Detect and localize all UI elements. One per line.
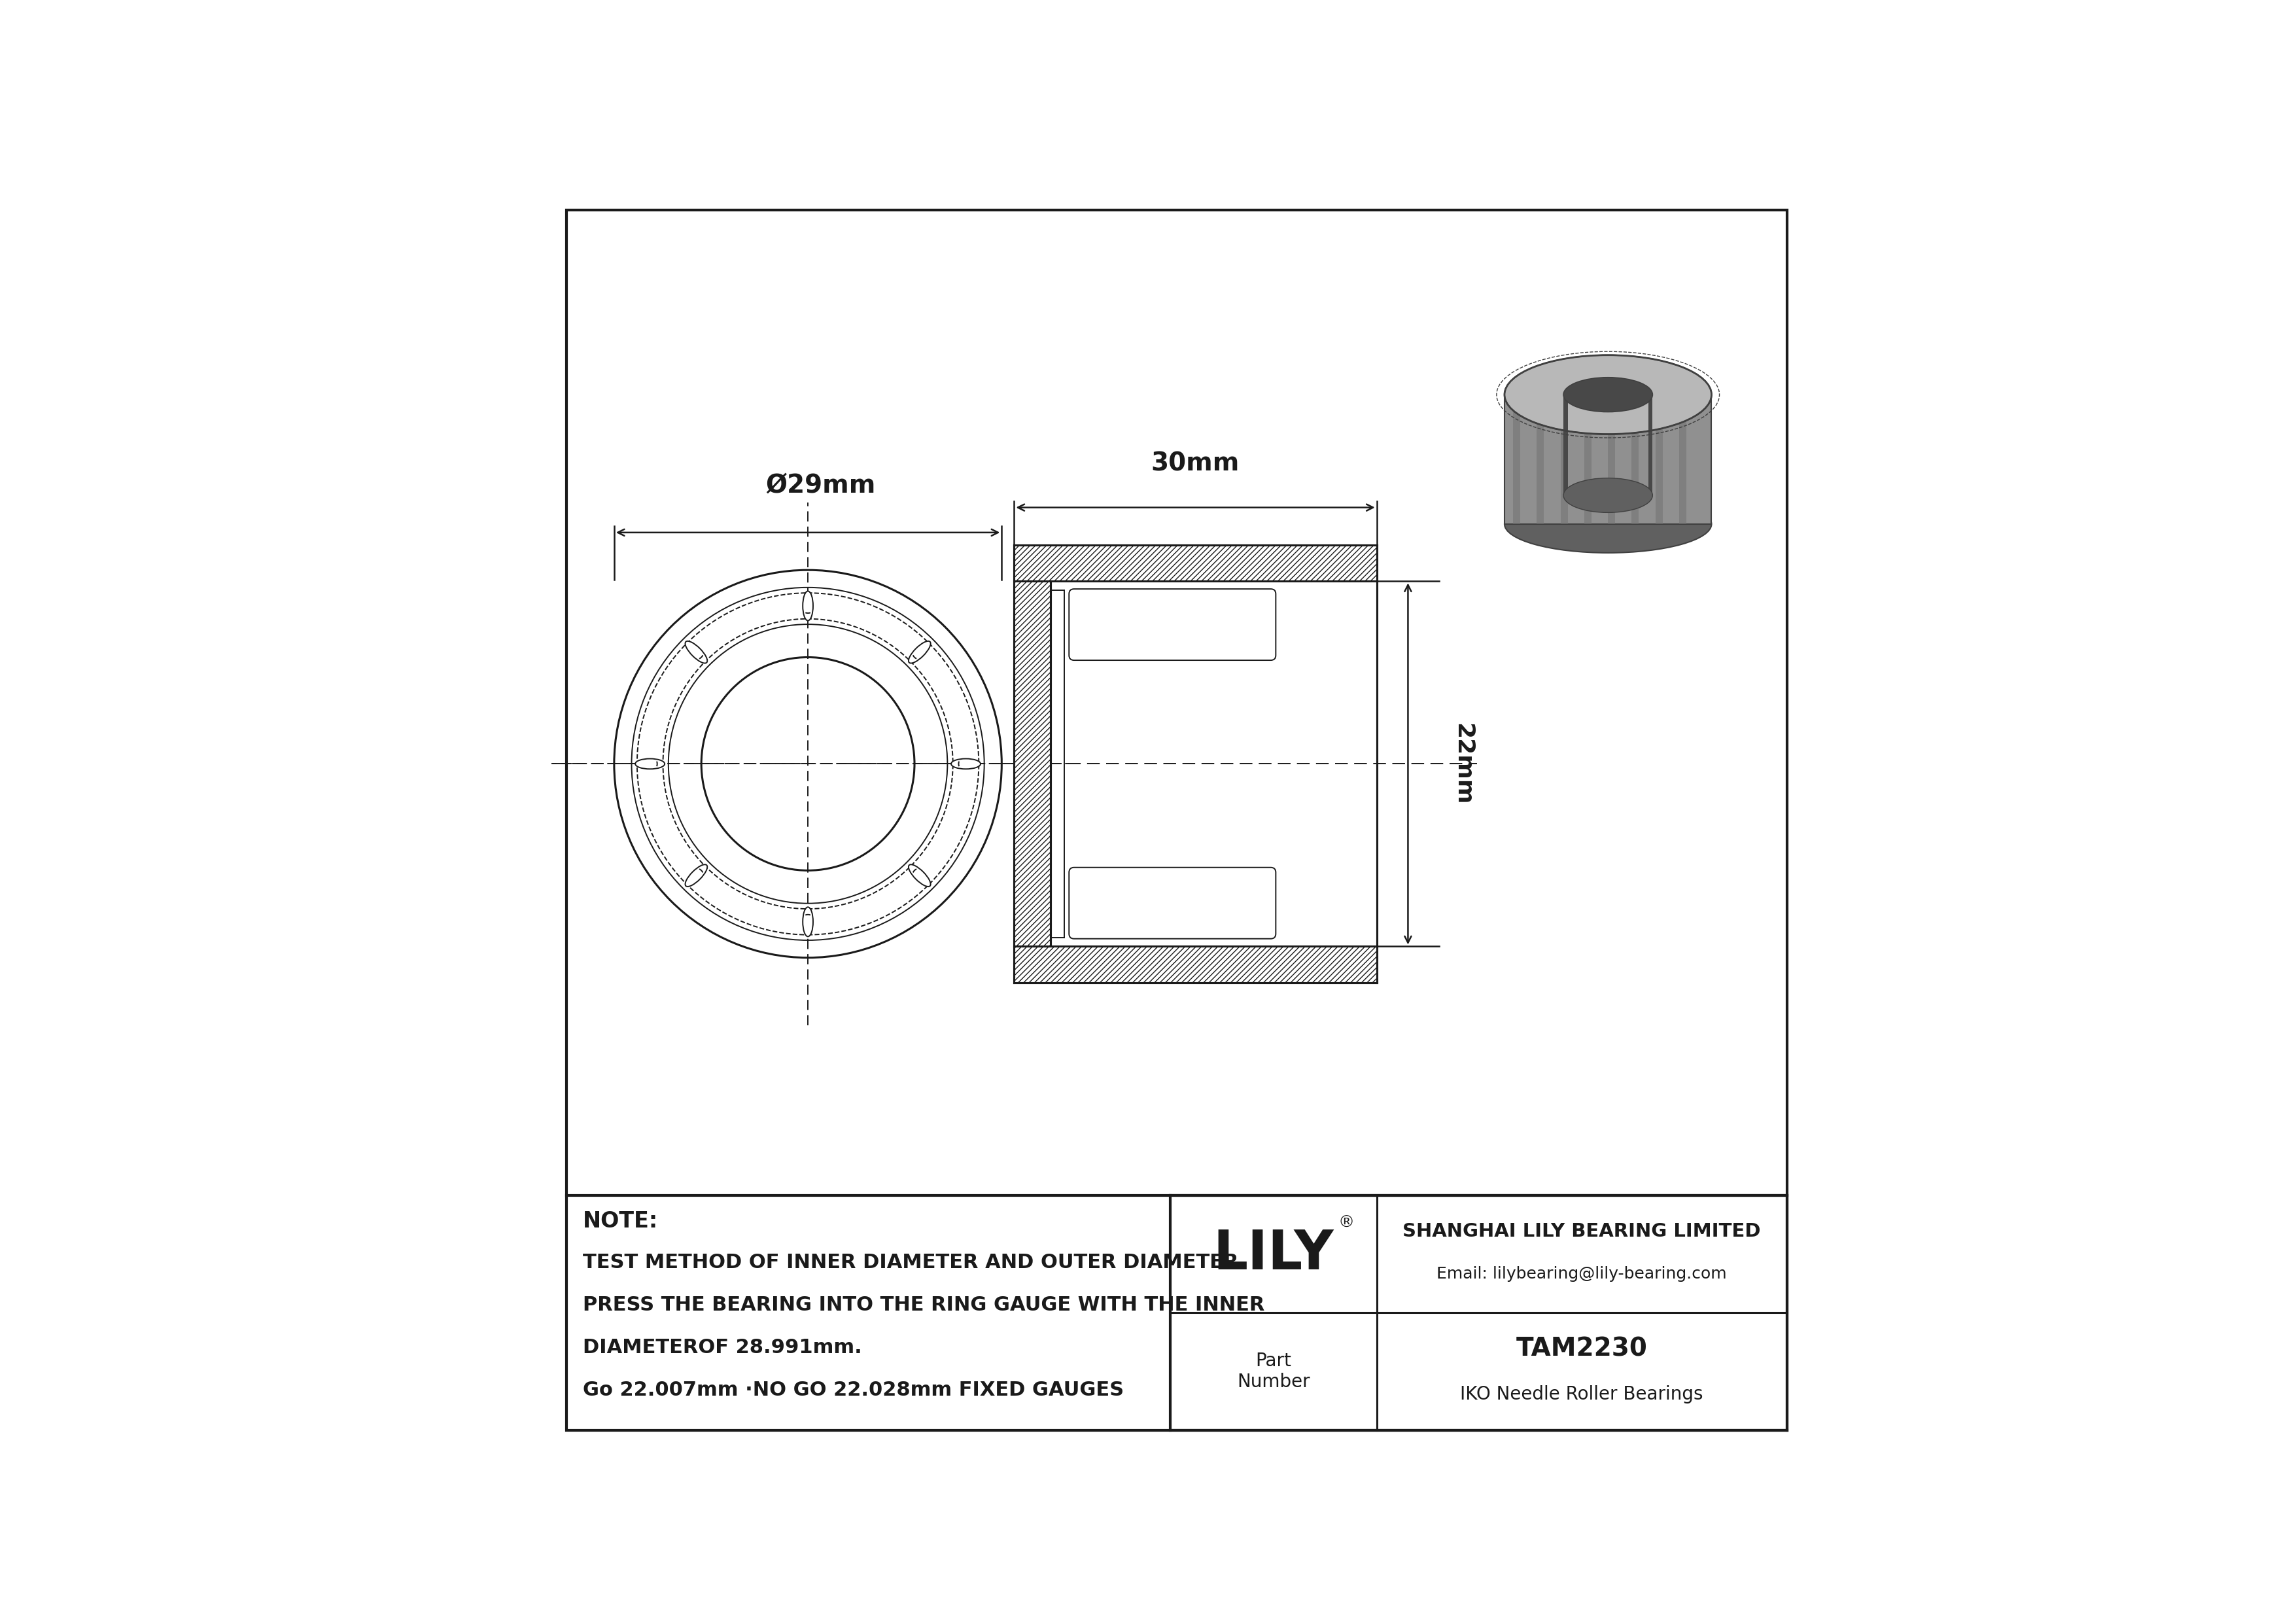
Ellipse shape xyxy=(636,758,666,770)
FancyBboxPatch shape xyxy=(1070,590,1277,661)
Ellipse shape xyxy=(951,758,980,770)
Text: LILY: LILY xyxy=(1212,1228,1334,1281)
Text: PRESS THE BEARING INTO THE RING GAUGE WITH THE INNER: PRESS THE BEARING INTO THE RING GAUGE WI… xyxy=(583,1296,1265,1314)
Text: 22mm: 22mm xyxy=(1451,723,1474,806)
Ellipse shape xyxy=(909,864,930,887)
Ellipse shape xyxy=(684,641,707,663)
Bar xyxy=(1015,546,1378,581)
FancyBboxPatch shape xyxy=(1070,867,1277,939)
Text: NOTE:: NOTE: xyxy=(583,1210,659,1233)
Text: Part
Number: Part Number xyxy=(1238,1351,1311,1392)
Text: ®: ® xyxy=(1339,1215,1355,1231)
Ellipse shape xyxy=(804,908,813,937)
Text: TAM2230: TAM2230 xyxy=(1515,1337,1649,1361)
Bar xyxy=(1015,947,1378,983)
Text: Email: lilybearing@lily-bearing.com: Email: lilybearing@lily-bearing.com xyxy=(1437,1267,1727,1281)
Bar xyxy=(1015,581,1052,947)
Text: DIAMETEROF 28.991mm.: DIAMETEROF 28.991mm. xyxy=(583,1338,861,1356)
Text: Ø29mm: Ø29mm xyxy=(765,473,875,497)
Text: 30mm: 30mm xyxy=(1150,451,1240,476)
Text: IKO Needle Roller Bearings: IKO Needle Roller Bearings xyxy=(1460,1385,1704,1403)
Text: TEST METHOD OF INNER DIAMETER AND OUTER DIAMETER.: TEST METHOD OF INNER DIAMETER AND OUTER … xyxy=(583,1252,1247,1272)
Text: SHANGHAI LILY BEARING LIMITED: SHANGHAI LILY BEARING LIMITED xyxy=(1403,1223,1761,1241)
Ellipse shape xyxy=(909,641,930,663)
Text: Go 22.007mm ·NO GO 22.028mm FIXED GAUGES: Go 22.007mm ·NO GO 22.028mm FIXED GAUGES xyxy=(583,1380,1125,1400)
Ellipse shape xyxy=(804,591,813,620)
Ellipse shape xyxy=(684,864,707,887)
